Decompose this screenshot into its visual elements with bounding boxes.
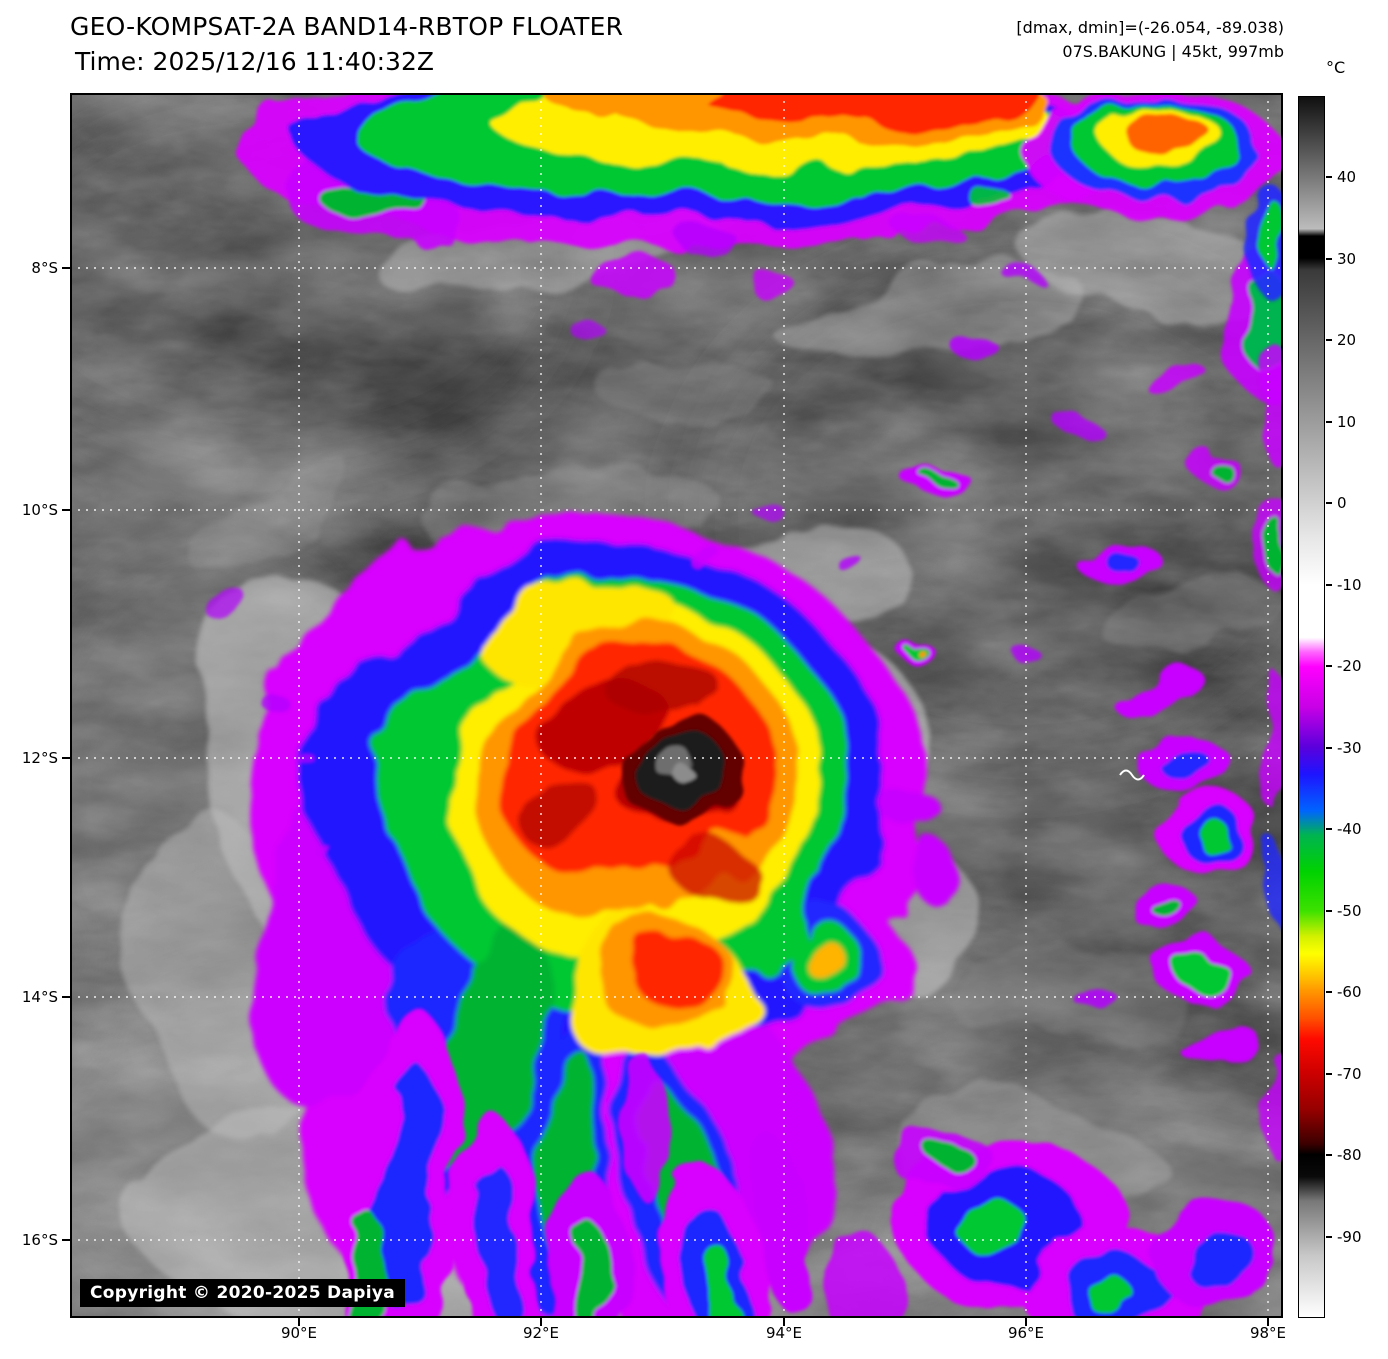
colorbar-tick xyxy=(1326,1154,1332,1157)
time-label: Time: 2025/12/16 11:40:32Z xyxy=(75,47,434,76)
lat-tick xyxy=(62,1239,70,1241)
lon-tick-label: 94°E xyxy=(765,1324,803,1342)
colorbar-tick-label: -50 xyxy=(1337,901,1362,920)
colorbar-tick xyxy=(1326,339,1332,342)
colorbar-tick-label: -10 xyxy=(1337,575,1362,594)
cloud-squiggle xyxy=(1119,769,1145,781)
lat-tick-label: 10°S xyxy=(21,501,58,519)
colorbar-tick-label: -80 xyxy=(1337,1146,1362,1165)
lon-tick xyxy=(298,1318,300,1326)
lat-tick-label: 16°S xyxy=(21,1231,58,1249)
colorbar-tick xyxy=(1326,991,1332,994)
storm-info-label: 07S.BAKUNG | 45kt, 997mb xyxy=(1062,42,1284,61)
colorbar-tick xyxy=(1326,502,1332,505)
colorbar-tick xyxy=(1326,909,1332,912)
lon-tick-label: 90°E xyxy=(280,1324,318,1342)
lon-tick xyxy=(1025,1318,1027,1326)
lat-tick-label: 8°S xyxy=(31,259,58,277)
lat-tick xyxy=(62,757,70,759)
lon-tick xyxy=(1267,1318,1269,1326)
colorbar-tick-label: 20 xyxy=(1337,331,1357,350)
colorbar-tick-label: -90 xyxy=(1337,1227,1362,1246)
colorbar-tick xyxy=(1326,1072,1332,1075)
top-convection-band xyxy=(240,95,1281,393)
cyclone xyxy=(245,513,959,1316)
lon-tick-label: 96°E xyxy=(1007,1324,1045,1342)
lon-tick xyxy=(540,1318,542,1326)
colorbar-tick-label: -20 xyxy=(1337,657,1362,676)
copyright-badge: Copyright © 2020-2025 Dapiya xyxy=(80,1279,405,1307)
rainbands-south xyxy=(340,1014,1280,1316)
lat-tick-label: 12°S xyxy=(21,749,58,767)
satellite-image xyxy=(72,95,1281,1316)
colorbar-tick-label: -40 xyxy=(1337,820,1362,839)
lon-tick-label: 92°E xyxy=(522,1324,560,1342)
colorbar-tick-label: 30 xyxy=(1337,249,1357,268)
colorbar-tick xyxy=(1326,257,1332,260)
cyclone-eye xyxy=(620,715,744,827)
colorbar-unit-label: °C xyxy=(1326,58,1346,77)
lon-tick xyxy=(783,1318,785,1326)
lat-tick xyxy=(62,509,70,511)
colorbar-tick xyxy=(1326,176,1332,179)
lat-tick xyxy=(62,267,70,269)
colorbar-tick xyxy=(1326,1235,1332,1238)
lat-tick-label: 14°S xyxy=(21,988,58,1006)
colorbar-tick xyxy=(1326,746,1332,749)
colorbar-tick-label: -70 xyxy=(1337,1064,1362,1083)
colorbar-tick xyxy=(1326,420,1332,423)
colorbar-tick xyxy=(1326,583,1332,586)
plot-area: Copyright © 2020-2025 Dapiya xyxy=(70,93,1283,1318)
page-title: GEO-KOMPSAT-2A BAND14-RBTOP FLOATER xyxy=(70,12,624,41)
colorbar-tick xyxy=(1326,828,1332,831)
colorbar-tick xyxy=(1326,665,1332,668)
colorbar-tick-label: -30 xyxy=(1337,738,1362,757)
dmax-dmin-label: [dmax, dmin]=(-26.054, -89.038) xyxy=(1016,18,1284,37)
colorbar xyxy=(1298,96,1325,1318)
lat-tick xyxy=(62,996,70,998)
scattered-cold-specks xyxy=(196,188,1281,1158)
colorbar-tick-label: -60 xyxy=(1337,983,1362,1002)
colorbar-tick-label: 40 xyxy=(1337,168,1357,187)
colorbar-tick-label: 0 xyxy=(1337,494,1347,513)
lon-tick-label: 98°E xyxy=(1249,1324,1287,1342)
colorbar-tick-label: 10 xyxy=(1337,412,1357,431)
